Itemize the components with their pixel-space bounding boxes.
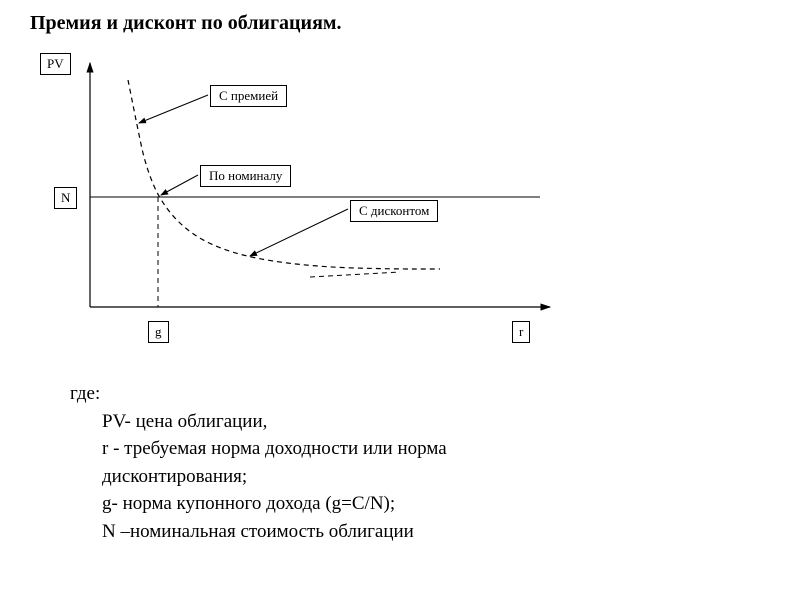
legend-line: дисконтирования; <box>102 463 447 491</box>
page-title: Премия и дисконт по облигациям. <box>30 12 342 35</box>
label-discount: С дисконтом <box>350 200 438 222</box>
legend: где: PV- цена облигации, r - требуемая н… <box>70 380 447 545</box>
axis-label-n: N <box>54 187 77 209</box>
legend-line: PV- цена облигации, <box>102 408 447 436</box>
legend-line: g- норма купонного дохода (g=C/N); <box>102 490 447 518</box>
label-premium: С премией <box>210 85 287 107</box>
label-nominal: По номиналу <box>200 165 291 187</box>
bond-chart: PV N g r С премией По номиналу С дисконт… <box>20 45 580 355</box>
chart-svg <box>20 45 580 355</box>
axis-label-r: r <box>512 321 530 343</box>
legend-line: r - требуемая норма доходности или норма <box>102 435 447 463</box>
legend-line: N –номинальная стоимость облигации <box>102 518 447 546</box>
legend-where: где: <box>70 380 447 408</box>
axis-label-pv: PV <box>40 53 71 75</box>
axis-label-g: g <box>148 321 169 343</box>
